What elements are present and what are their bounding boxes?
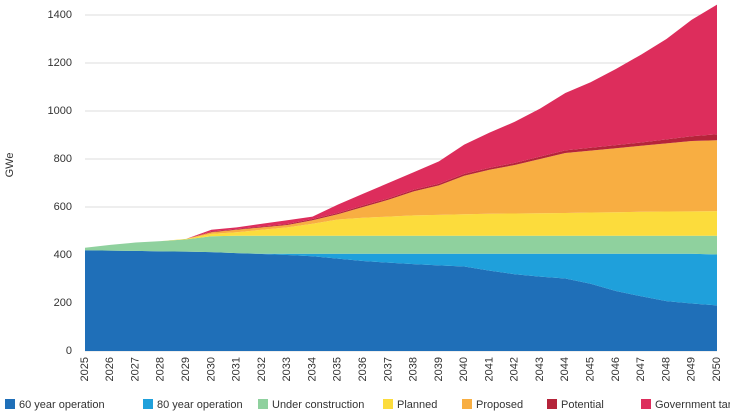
y-tick-label: 1400 <box>48 9 72 21</box>
area <box>85 235 717 255</box>
legend-label: Government target <box>655 399 730 411</box>
legend-swatch <box>641 399 651 409</box>
legend-swatch <box>547 399 557 409</box>
x-tick-label: 2046 <box>610 357 622 381</box>
legend-label: 60 year operation <box>19 399 105 411</box>
y-axis-label: GWe <box>4 153 16 178</box>
y-tick-label: 1200 <box>48 57 72 69</box>
y-tick-label: 200 <box>54 297 72 309</box>
x-tick-label: 2035 <box>332 357 344 381</box>
y-tick-label: 800 <box>54 153 72 165</box>
legend-swatch <box>383 399 393 409</box>
x-tick-label: 2026 <box>104 357 116 381</box>
y-tick-label: 0 <box>66 345 72 357</box>
area <box>85 4 717 248</box>
y-tick-label: 400 <box>54 249 72 261</box>
x-tick-label: 2033 <box>281 357 293 381</box>
x-tick-label: 2037 <box>382 357 394 381</box>
x-tick-label: 2049 <box>686 357 698 381</box>
x-tick-label: 2040 <box>458 357 470 381</box>
legend-swatch <box>462 399 472 409</box>
legend-label: Proposed <box>476 399 523 411</box>
area <box>85 250 717 306</box>
legend-swatch <box>5 399 15 409</box>
x-tick-label: 2028 <box>155 357 167 381</box>
x-tick-label: 2041 <box>483 357 495 381</box>
x-tick-label: 2044 <box>559 357 571 381</box>
legend-swatch <box>258 399 268 409</box>
area <box>85 250 717 351</box>
x-tick-label: 2043 <box>534 357 546 381</box>
y-tick-label: 1000 <box>48 105 72 117</box>
x-tick-label: 2039 <box>433 357 445 381</box>
x-tick-label: 2025 <box>79 357 91 381</box>
x-tick-label: 2045 <box>585 357 597 381</box>
area <box>85 211 717 248</box>
x-tick-label: 2027 <box>129 357 141 381</box>
legend-label: Under construction <box>272 399 364 411</box>
x-tick-label: 2034 <box>306 357 318 381</box>
x-tick-label: 2050 <box>711 357 723 381</box>
legend-swatch <box>143 399 153 409</box>
legend-label: Potential <box>561 399 604 411</box>
x-tick-label: 2042 <box>509 357 521 381</box>
legend-label: Planned <box>397 399 437 411</box>
area <box>85 140 717 248</box>
x-tick-label: 2047 <box>635 357 647 381</box>
x-tick-label: 2048 <box>660 357 672 381</box>
x-tick-label: 2029 <box>180 357 192 381</box>
x-tick-label: 2032 <box>256 357 268 381</box>
legend-label: 80 year operation <box>157 399 243 411</box>
x-tick-label: 2038 <box>408 357 420 381</box>
y-tick-label: 600 <box>54 201 72 213</box>
x-tick-label: 2031 <box>231 357 243 381</box>
x-tick-label: 2030 <box>205 357 217 381</box>
x-tick-label: 2036 <box>357 357 369 381</box>
